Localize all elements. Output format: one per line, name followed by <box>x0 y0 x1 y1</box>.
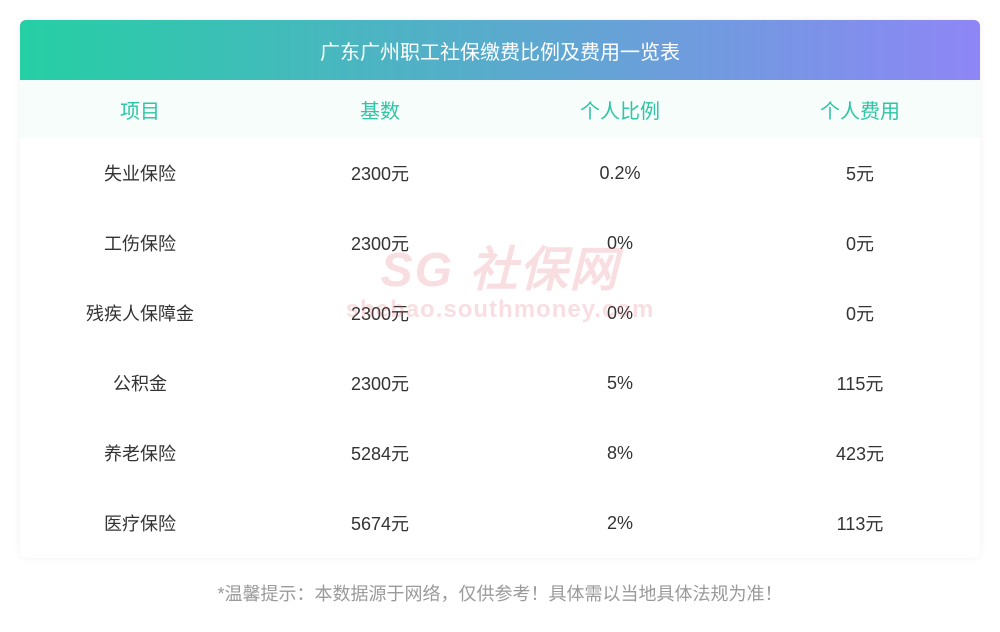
table-header-row: 项目基数个人比例个人费用 <box>20 80 980 138</box>
table-cell: 0元 <box>740 230 980 256</box>
table-cell: 5674元 <box>260 510 500 536</box>
table-cell: 0% <box>500 303 740 324</box>
table-row: 养老保险5284元8%423元 <box>20 418 980 488</box>
table-cell: 残疾人保障金 <box>20 300 260 326</box>
table-row: 医疗保险5674元2%113元 <box>20 488 980 558</box>
table-cell: 5% <box>500 373 740 394</box>
column-header: 个人比例 <box>500 95 740 124</box>
table-title-bar: 广东广州职工社保缴费比例及费用一览表 <box>20 20 980 80</box>
table-cell: 0.2% <box>500 163 740 184</box>
table-cell: 2300元 <box>260 230 500 256</box>
table-cell: 5元 <box>740 160 980 186</box>
footer-note-text: *温馨提示：本数据源于网络，仅供参考！具体需以当地具体法规为准！ <box>217 584 782 604</box>
table-row: 工伤保险2300元0%0元 <box>20 208 980 278</box>
table-cell: 115元 <box>740 370 980 396</box>
table-cell: 失业保险 <box>20 160 260 186</box>
table-cell: 8% <box>500 443 740 464</box>
table-cell: 工伤保险 <box>20 230 260 256</box>
table-cell: 医疗保险 <box>20 510 260 536</box>
table-row: 残疾人保障金2300元0%0元 <box>20 278 980 348</box>
table-cell: 2300元 <box>260 160 500 186</box>
table-body: 失业保险2300元0.2%5元工伤保险2300元0%0元残疾人保障金2300元0… <box>20 138 980 558</box>
table-cell: 养老保险 <box>20 440 260 466</box>
table-cell: 113元 <box>740 510 980 536</box>
table-row: 公积金2300元5%115元 <box>20 348 980 418</box>
table-row: 失业保险2300元0.2%5元 <box>20 138 980 208</box>
table-cell: 2300元 <box>260 370 500 396</box>
table-cell: 公积金 <box>20 370 260 396</box>
column-header: 项目 <box>20 95 260 124</box>
table-cell: 0% <box>500 233 740 254</box>
table-container: 广东广州职工社保缴费比例及费用一览表 项目基数个人比例个人费用 失业保险2300… <box>20 20 980 558</box>
footer-note: *温馨提示：本数据源于网络，仅供参考！具体需以当地具体法规为准！ <box>0 580 1000 606</box>
table-title: 广东广州职工社保缴费比例及费用一览表 <box>320 36 680 65</box>
table-cell: 5284元 <box>260 440 500 466</box>
column-header: 基数 <box>260 95 500 124</box>
table-cell: 423元 <box>740 440 980 466</box>
table-cell: 0元 <box>740 300 980 326</box>
table-cell: 2% <box>500 513 740 534</box>
column-header: 个人费用 <box>740 95 980 124</box>
table-cell: 2300元 <box>260 300 500 326</box>
